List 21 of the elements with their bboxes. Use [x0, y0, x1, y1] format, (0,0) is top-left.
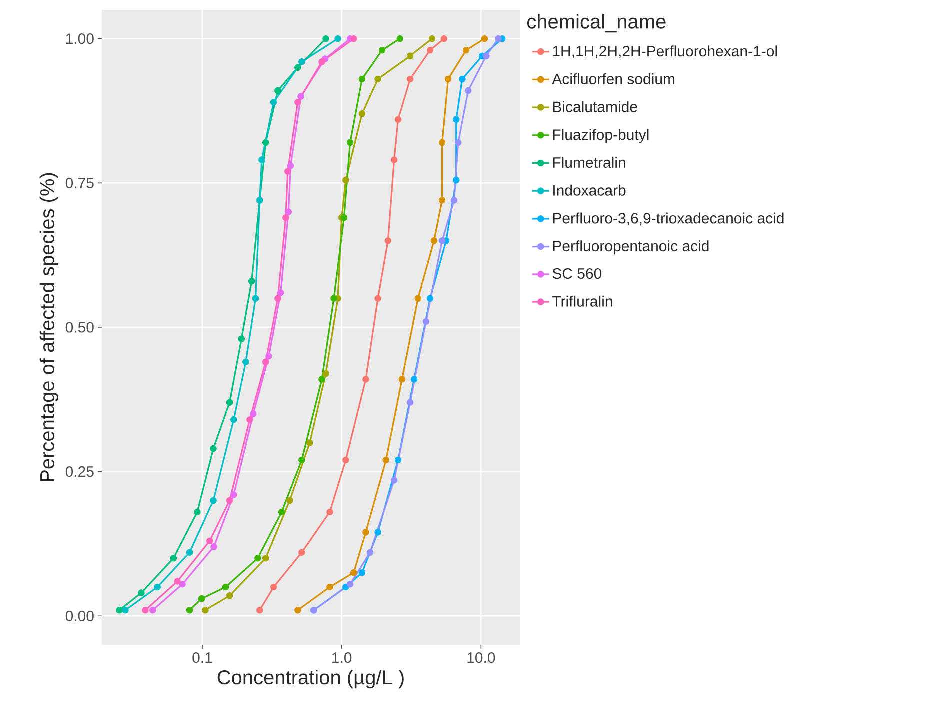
- legend-label: 1H,1H,2H,2H-Perfluorohexan-1-ol: [553, 46, 778, 58]
- legend-label: Fluazifop-butyl: [553, 129, 649, 144]
- y-tick-label: 0.50: [66, 322, 94, 333]
- legend-label: Perfluoropentanoic acid: [553, 240, 709, 255]
- y-tick-label: 1.00: [66, 34, 94, 44]
- legend-label: Indoxacarb: [554, 184, 626, 196]
- legend-label: SC 560: [552, 268, 602, 280]
- legend-label: Acifluorfen sodium: [552, 73, 675, 85]
- legend-label: Perfluoro-3,6,9-trioxadecanoic acid: [553, 212, 784, 226]
- x-axis-title: Concentration (µg/L ): [218, 670, 404, 689]
- y-axis-title: Percentage of affected species (%): [40, 173, 58, 482]
- x-tick-label: 10.0: [468, 652, 496, 664]
- x-tick-label: 1.0: [332, 652, 352, 664]
- legend-label: Trifluralin: [552, 296, 612, 307]
- x-tick-label: 0.1: [192, 652, 212, 664]
- legend-title: chemical_name: [527, 14, 666, 33]
- y-tick-label: 0.75: [66, 178, 94, 188]
- y-tick-label: 0.25: [66, 466, 94, 478]
- y-tick-label: 0.00: [66, 610, 94, 622]
- legend-label: Bicalutamide: [553, 101, 638, 112]
- legend-label: Flumetralin: [553, 157, 626, 168]
